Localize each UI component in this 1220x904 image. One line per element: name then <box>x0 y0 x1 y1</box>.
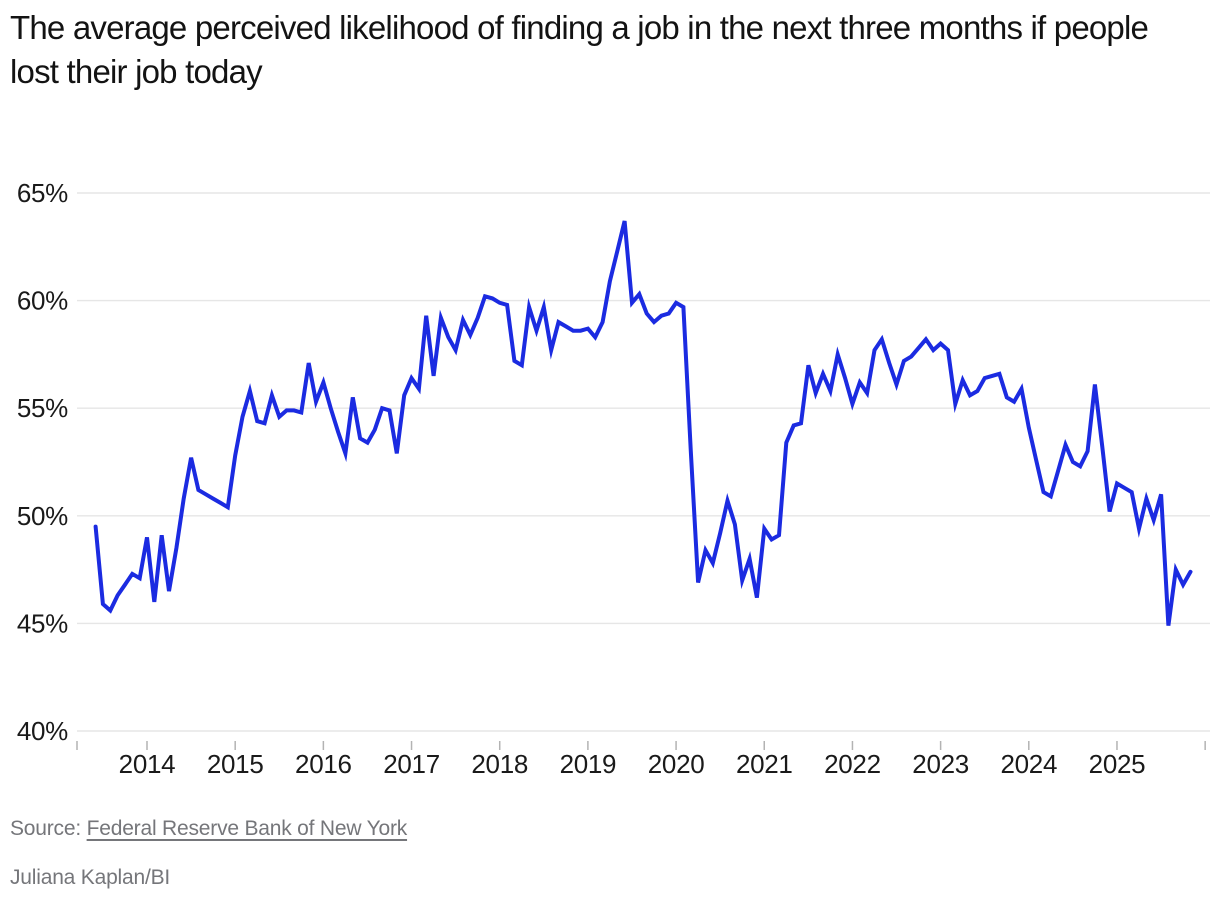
data-line-series <box>93 220 1193 626</box>
x-axis-tick-label: 2023 <box>912 749 969 779</box>
x-axis-tick-label: 2021 <box>736 749 793 779</box>
x-axis-tick-label: 2025 <box>1089 749 1146 779</box>
page-title: The average perceived likelihood of find… <box>10 9 1149 90</box>
y-axis-tick-label: 50% <box>17 501 68 531</box>
x-axis-tick-label: 2014 <box>119 749 176 779</box>
byline: Juliana Kaplan/BI <box>10 866 171 889</box>
x-axis-tick-label: 2016 <box>295 749 352 779</box>
y-axis-tick-label: 65% <box>17 178 68 208</box>
x-axis-tick-label: 2019 <box>560 749 617 779</box>
source-prefix-label: Source: <box>10 817 87 840</box>
x-axis-tick-label: 2022 <box>824 749 881 779</box>
x-axis-tick-label: 2015 <box>207 749 264 779</box>
source-link[interactable]: Federal Reserve Bank of New York <box>86 817 408 840</box>
x-axis-tick-label: 2020 <box>648 749 705 779</box>
x-axis-tick-label: 2018 <box>471 749 528 779</box>
y-axis-tick-label: 40% <box>17 716 68 746</box>
y-axis-tick-label: 55% <box>17 393 68 423</box>
y-axis-tick-label: 60% <box>17 286 68 316</box>
y-axis-tick-label: 45% <box>17 608 68 638</box>
x-axis-tick-label: 2017 <box>383 749 440 779</box>
x-axis-tick-label: 2024 <box>1000 749 1057 779</box>
source-line: Source: Federal Reserve Bank of New York <box>10 817 407 841</box>
